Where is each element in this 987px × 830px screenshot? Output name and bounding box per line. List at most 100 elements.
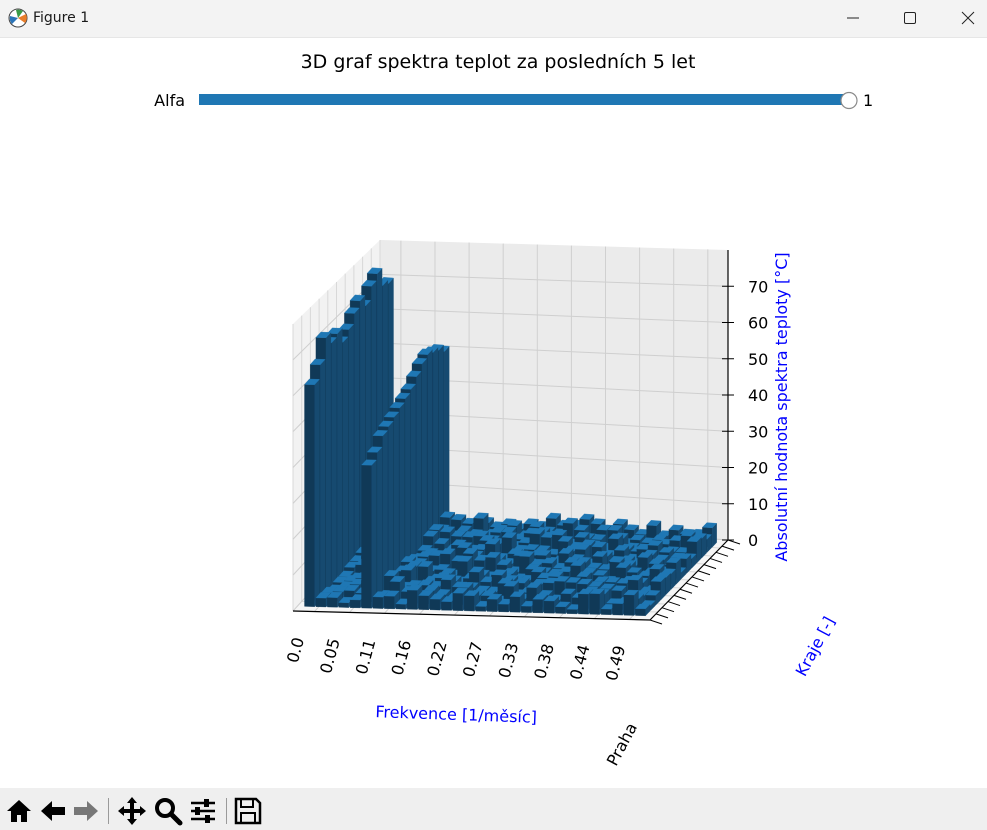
z-tick-label: 50 [748,350,768,369]
x-tick-label: 0.49 [602,643,630,682]
bar-side-face [416,371,422,560]
x-tick-label: 0.27 [459,640,487,679]
bar-front-face [372,596,384,609]
alpha-slider-track[interactable] [199,94,849,105]
toolbar-separator [226,798,227,824]
pan-icon[interactable] [117,796,147,826]
bar-top-face [506,519,523,526]
bar-top-face [574,544,591,550]
bar-top-face [484,538,501,545]
bar-top-face [315,592,332,599]
bar-top-face [457,582,474,588]
bar-top-face [665,557,682,563]
bar-top-face [645,590,661,596]
y-axis-label: Kraje [-] [792,613,839,679]
back-icon[interactable] [38,796,68,826]
bar-side-face [377,446,383,603]
bar-top-face [439,511,456,518]
bar-top-face [473,530,489,537]
bar-side-face [382,430,388,597]
y-tick-mark [685,582,699,588]
bar-top-face [702,522,718,529]
bar-top-face [557,535,574,542]
bar-top-face [304,378,320,385]
bar-top-face [605,577,621,583]
bar-front-face [509,596,521,613]
bar-side-face [410,383,416,566]
bar-side-face [314,378,320,608]
bar-front-face [589,593,600,615]
bar-top-face [629,534,645,541]
forward-icon[interactable] [71,796,101,826]
bar-top-face [535,549,552,556]
bar-top-face [486,593,503,600]
home-icon[interactable] [4,796,34,826]
bar-top-face [596,524,612,531]
bar-top-face [591,541,607,548]
bar-top-face [555,601,571,608]
bar-top-face [599,583,616,589]
window-title: Figure 1 [33,10,90,26]
maximize-icon [904,12,916,24]
bar-top-face [309,358,326,365]
bar-front-face [315,597,327,608]
bar-top-face [649,563,665,570]
bar-front-face [612,603,623,616]
bar-top-face [491,569,507,576]
bar-front-face [578,593,589,615]
bar-front-face [600,608,612,615]
bar-top-face [457,555,473,562]
bar-top-face [417,579,434,586]
bar-front-face [429,598,441,611]
bar-top-face [456,542,473,549]
bar-top-face [592,570,609,576]
bar-top-face [592,551,608,557]
maximize-button[interactable] [882,0,938,37]
bar-side-face [331,337,337,589]
bar-top-face [519,550,535,557]
close-button[interactable] [940,0,987,37]
bar-front-face [384,595,395,610]
z-tick-label: 40 [748,386,768,405]
bar-top-face [576,571,592,577]
bar-top-face [422,530,439,537]
bar-top-face [490,526,506,533]
bar-front-face [361,464,372,609]
bar-top-face [524,544,540,550]
bar-side-face [421,358,427,554]
bar-side-face [433,346,439,542]
y-tick-mark [673,594,687,600]
bar-top-face [400,564,417,571]
y-tick-mark [691,576,705,582]
bar-front-face [327,597,338,608]
bar-top-face [608,533,624,540]
configure-icon[interactable] [188,796,218,826]
bar-top-face [579,513,595,520]
bar-top-face [406,584,423,591]
bar-side-face [348,323,354,570]
bar-top-face [574,531,590,538]
bar-top-face [554,576,570,582]
save-icon[interactable] [233,796,263,826]
bar-front-face [521,605,532,613]
bar-top-face [532,594,548,600]
bar-top-face [372,591,389,598]
bar-top-face [676,553,692,559]
alpha-slider-handle[interactable] [840,91,858,110]
z-tick-label: 10 [748,495,768,514]
bar-top-face [383,411,400,418]
bar-top-face [526,582,542,588]
x-tick-label: 0.38 [530,642,558,681]
bar-top-face [530,566,547,573]
bar-top-face [344,307,360,314]
bar-top-face [389,402,405,409]
bar-top-face [686,536,702,542]
minimize-button[interactable] [825,0,881,37]
bar-front-face [418,595,429,610]
bar-top-face [344,584,360,591]
bar-top-face [588,581,604,587]
y-tick-mark [649,619,663,625]
bar-side-face [337,327,343,582]
zoom-icon[interactable] [153,796,183,826]
bar-top-face [503,580,519,587]
